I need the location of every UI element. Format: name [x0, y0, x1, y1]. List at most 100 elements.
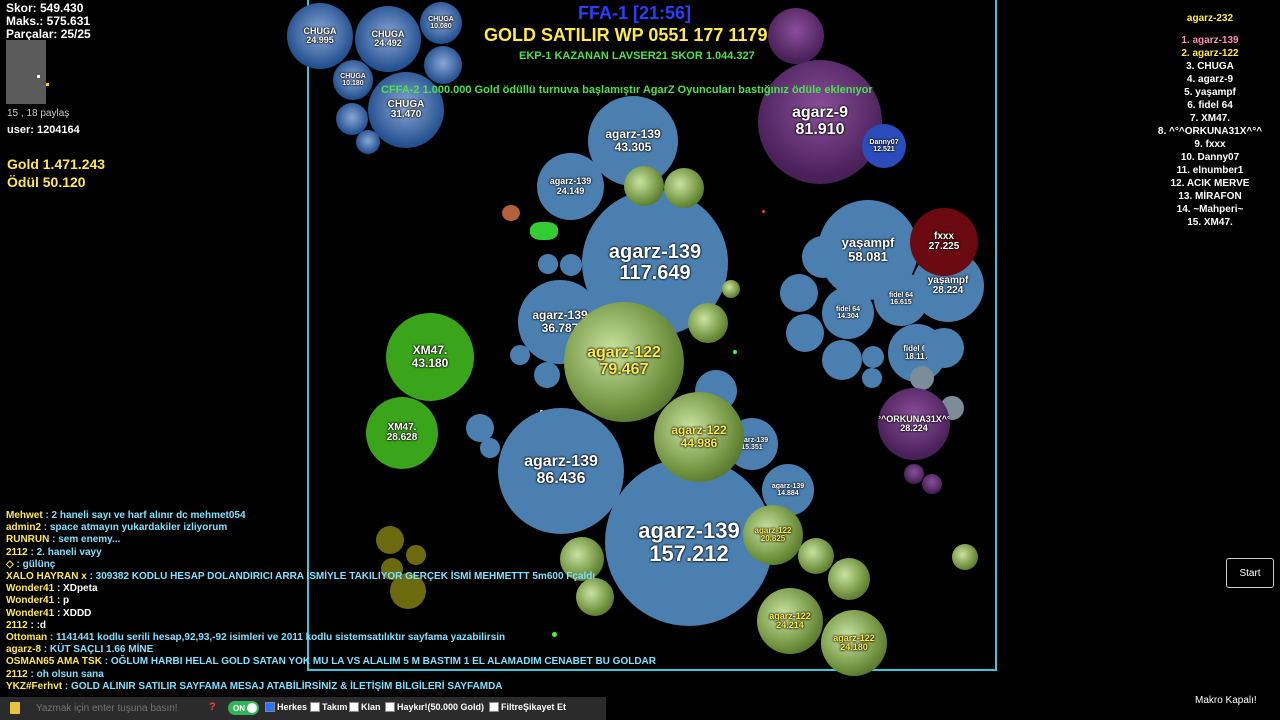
cell-name: agarz-122: [671, 423, 727, 438]
cell-mass: 28.224: [932, 285, 964, 296]
cell-mass: 28.224: [900, 423, 928, 433]
chat-author: 2112: [6, 546, 28, 558]
small-cell: [480, 438, 500, 458]
pellet-cluster: [530, 222, 558, 240]
chat-text: : OĞLUM HARBI HELAL GOLD SATAN YOK MU LA…: [104, 656, 657, 668]
enemy-cell-xm47: XM47. 28.628: [366, 397, 438, 469]
chat-text: : sem enemy...: [52, 534, 121, 546]
enemy-cell-chuga: CHUGA 24.492: [355, 6, 421, 72]
trash-icon[interactable]: [10, 702, 20, 714]
small-cell: [510, 345, 530, 365]
leaderboard-row: 4. agarz-9: [1186, 74, 1234, 85]
small-enemy-cell: [624, 166, 664, 206]
enemy-cell-elnumber1: [381, 558, 403, 580]
checkbox-label: Haykır!(50.000 Gold): [397, 702, 485, 712]
chat-text: : oh olsun sana: [30, 668, 104, 680]
cell-mass: 20.825: [760, 534, 786, 543]
gold-amount: Gold 1.471.243: [7, 156, 106, 172]
help-icon[interactable]: ?: [209, 701, 216, 713]
leaderboard-row: 7. XM47.: [1189, 113, 1231, 124]
checkbox-filtre[interactable]: FiltreŞikayet Et: [489, 702, 566, 712]
checkbox-takim[interactable]: Takım: [310, 702, 347, 712]
cell-mass: 12.521: [873, 146, 895, 153]
enemy-cell-chuga: CHUGA 31.470: [368, 72, 444, 148]
checkbox-klan[interactable]: Klan: [349, 702, 381, 712]
checkbox-icon[interactable]: [349, 702, 359, 712]
macro-status: Makro Kapalı!: [1195, 695, 1257, 706]
leaderboard-row: 15. XM47.: [1187, 217, 1233, 228]
small-enemy-cell: [910, 366, 934, 390]
enemy-cell-agarz-122: agarz-122 24.214: [757, 588, 823, 654]
enemy-cell-chuga: CHUGA 24.995: [287, 3, 353, 69]
start-button[interactable]: Start: [1226, 558, 1274, 588]
checkbox-icon[interactable]: [385, 702, 395, 712]
player-cell-agarz-139: agarz-139 24.149: [537, 153, 604, 220]
chat-author: agarz-8: [6, 644, 42, 656]
cell-mass: 81.910: [795, 121, 845, 138]
small-enemy-cell: [862, 346, 884, 368]
cell-mass: 10.080: [430, 23, 452, 30]
small-enemy-cell: [822, 340, 862, 380]
chat-message: RUNRUN : sem enemy...: [6, 534, 706, 546]
cell-name: CHUGA: [340, 72, 366, 80]
small-enemy-cell: [828, 558, 870, 600]
minimap-player-dot: [37, 75, 40, 78]
cell-mass: 18.117: [904, 352, 930, 361]
enemy-cell-elnumber1: [406, 545, 426, 565]
chat-bar: ? ON Herkes Takım Klan Haykır!(50.000 Go…: [0, 697, 606, 720]
leaderboard-me: agarz-232: [1186, 13, 1234, 24]
checkbox-icon[interactable]: [310, 702, 320, 712]
chat-message: Ottoman : 1141441 kodlu serili hesap,92,…: [6, 632, 706, 644]
chat-message: 2112 : 2. haneli vayy: [6, 547, 706, 559]
cell-mass: 10.180: [342, 80, 364, 87]
gold-ad-banner: GOLD SATILIR WP 0551 177 1179: [484, 25, 768, 45]
chat-author: Ottoman: [6, 632, 48, 644]
chat-toggle[interactable]: ON: [228, 701, 259, 715]
checkbox-haykir[interactable]: Haykır!(50.000 Gold): [385, 702, 484, 712]
cell-name: agarz-139: [524, 453, 598, 471]
checkbox-herkes[interactable]: Herkes: [265, 702, 307, 712]
leaderboard: agarz-232 1. agarz-139 2. agarz-122 3. C…: [1150, 12, 1270, 229]
chat-input[interactable]: [34, 702, 208, 715]
small-enemy-cell: [786, 314, 824, 352]
checkbox-icon[interactable]: [489, 702, 499, 712]
chat-author: ◇: [6, 558, 14, 570]
chat-author: Wonder41: [6, 607, 55, 619]
cell-name: fidel 64: [903, 343, 931, 353]
checkbox-icon[interactable]: [265, 702, 275, 712]
checkbox-label: Klan: [361, 702, 381, 712]
cell-name: agarz-139: [549, 176, 592, 187]
leaderboard-row: 8. ^°^ORKUNA31X^°^: [1157, 126, 1263, 137]
enemy-cell-xm47: XM47. 43.180: [386, 313, 474, 401]
tournament-banner: CFFA-2 1.000.000 Gold ödüllü turnuva baş…: [381, 84, 873, 96]
server-title: FFA-1 [21:56]: [578, 3, 692, 23]
chat-author: RUNRUN: [6, 534, 50, 546]
chat-text: : gülünç: [16, 558, 56, 570]
cell-mass: 43.305: [614, 140, 652, 154]
chat-message: 2112 : :d: [6, 620, 706, 632]
chat-author: OSMAN65 AMA TSK: [6, 656, 102, 668]
enemy-cell-agarz-122: agarz-122 79.467: [564, 302, 684, 422]
small-enemy-cell: [798, 538, 834, 574]
chat-author: admin2: [6, 522, 42, 534]
chat-text: : 2. haneli vayy: [30, 546, 102, 558]
cell-name: agarz-9: [791, 104, 849, 122]
cell-mass: 14.884: [777, 490, 799, 497]
toggle-knob: [247, 703, 257, 713]
cell-name: agarz-122: [769, 610, 811, 621]
chat-message: ◇ : gülünç: [6, 559, 706, 571]
cell-name: CHUGA: [387, 98, 425, 110]
enemy-cell-fidel64: fidel 64 14.304: [822, 287, 874, 339]
checkbox-label: Herkes: [277, 702, 308, 712]
cell-mass: 117.649: [619, 262, 691, 284]
small-enemy-cell: [424, 46, 462, 84]
small-enemy-cell: [952, 544, 978, 570]
chat-author: Mehwet: [6, 510, 43, 521]
max-score-text: Maks.: 575.631: [6, 14, 91, 28]
enemy-cell-agarz-122: agarz-122 44.986: [654, 392, 744, 482]
chat-author: 2112: [6, 619, 28, 631]
cell-name: agarz-122: [754, 525, 792, 535]
chat-text: : XDDD: [56, 607, 92, 619]
cell-name: yaşampf: [927, 274, 969, 286]
cell-name: agarz-122: [587, 344, 661, 362]
